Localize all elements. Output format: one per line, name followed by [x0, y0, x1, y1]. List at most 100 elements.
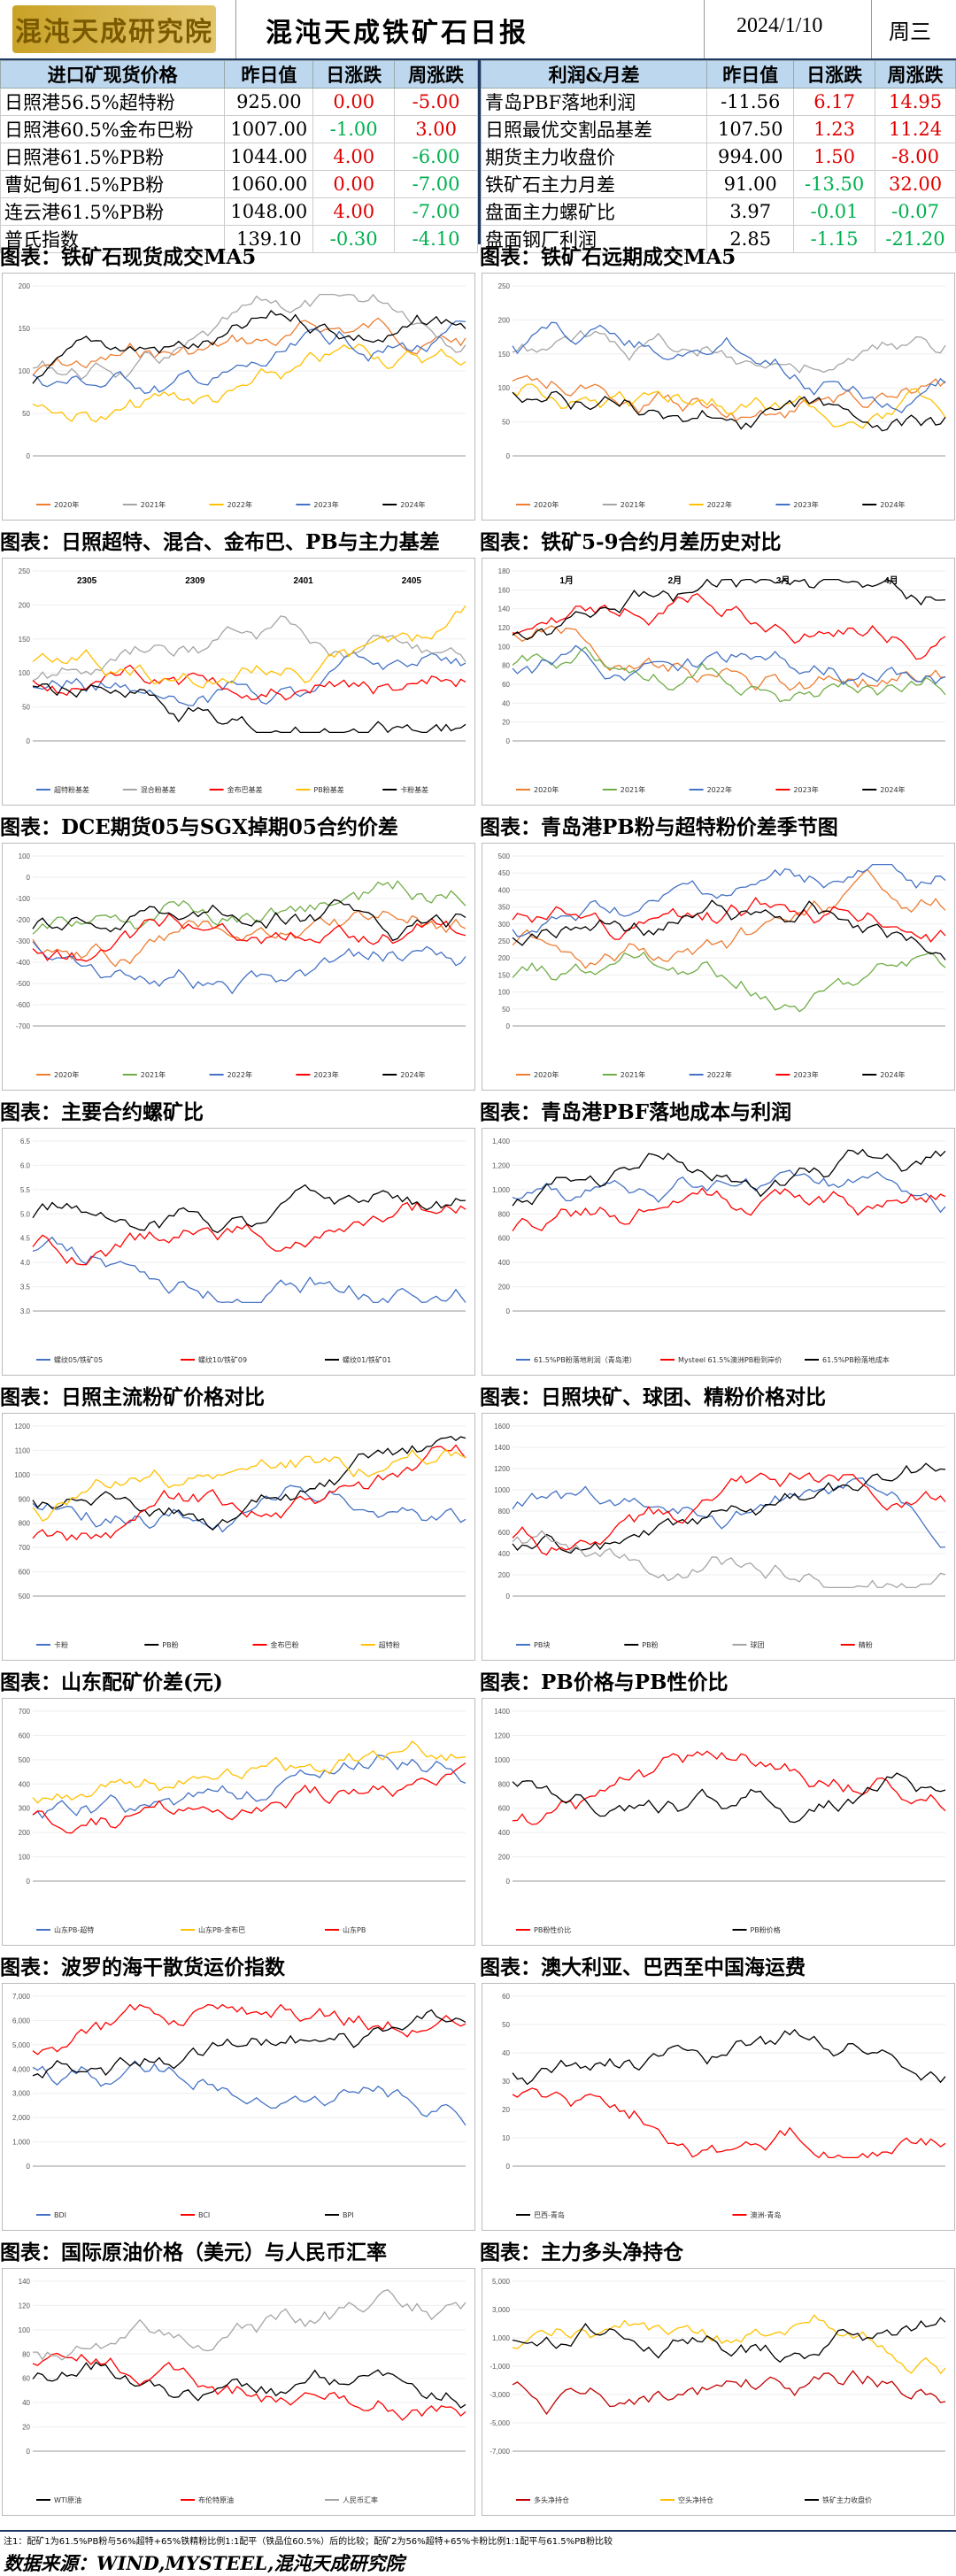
chart-annotation: 2405 [402, 576, 422, 586]
legend-label: 2021年 [621, 500, 645, 509]
y-tick-label: 5,000 [12, 2041, 31, 2049]
row-value: 1048.00 [224, 197, 314, 226]
legend-label: 2021年 [621, 1070, 645, 1079]
row-day-change: 1.50 [793, 143, 876, 171]
table-row: 盘面钢厂利润 2.85 -1.15 -21.20 [480, 225, 956, 253]
y-tick-label: 5.5 [20, 1186, 31, 1194]
chart-panel: 图表：山东配矿价差(元) 700 600 500 400 300 200 100 0 山东PB-超… [0, 1670, 476, 1947]
y-tick-label: 100 [498, 989, 511, 997]
y-tick-label: 4.0 [20, 1259, 31, 1267]
series-line [512, 644, 946, 685]
row-week-change: -0.07 [875, 197, 956, 226]
legend-label: BCI [198, 2211, 210, 2219]
chart-panel: 图表：国际原油价格（美元）与人民币汇率 140 120 100 80 60 40 20 0 WTI… [0, 2240, 476, 2518]
company-logo: 混沌天成研究院 [12, 5, 216, 53]
series-line [32, 2060, 466, 2126]
chart-title: 图表：日照主流粉矿价格对比 [0, 1385, 265, 1409]
legend-label: 布伦特原油 [198, 2495, 234, 2504]
y-tick-label: 200 [498, 316, 511, 324]
series-line [32, 1201, 466, 1266]
y-tick-label: 600 [498, 1529, 511, 1537]
legend-label: 2020年 [54, 1070, 79, 1079]
y-tick-label: 400 [19, 1780, 31, 1788]
legend-label: 空头净持仓 [678, 2495, 713, 2504]
y-tick-label: 0 [506, 1593, 511, 1600]
series-line [32, 2361, 466, 2409]
series-line [512, 2314, 946, 2375]
y-tick-label: 50 [22, 704, 30, 712]
y-tick-label: 0 [27, 1878, 31, 1886]
y-tick-label: 100 [498, 384, 511, 392]
table-header: 昨日值 [224, 60, 314, 89]
legend-label: 人民币汇率 [343, 2495, 378, 2504]
y-tick-label: 0 [506, 452, 511, 460]
y-tick-label: 250 [19, 567, 31, 575]
chart-title: 图表：铁矿5-9合约月差历史对比 [480, 530, 782, 554]
legend-label: 铁矿主力收盘价 [822, 2495, 872, 2504]
chart-svg: 6.5 6.0 5.5 5.0 4.5 4.0 3.5 3.0 螺纹05/铁矿05 螺纹10/铁矿… [20, 1138, 466, 1364]
logo-text: 混沌天成研究院 [15, 17, 213, 48]
row-name: 曹妃甸61.5%PB粉 [0, 170, 226, 198]
y-tick-label: 200 [19, 1829, 31, 1837]
series-line [32, 343, 466, 423]
y-tick-label: 7,000 [12, 1993, 31, 2001]
legend-label: PB粉 [642, 1640, 658, 1649]
row-week-change: 3.00 [394, 115, 478, 143]
y-tick-label: 100 [19, 1854, 31, 1862]
series-line [512, 1477, 946, 1548]
y-tick-label: -100 [16, 895, 31, 903]
legend-label: 2021年 [621, 785, 645, 794]
chart-title: 图表：DCE期货05与SGX掉期05合约价差 [0, 815, 398, 839]
chart-panel: 图表：PB价格与PB性价比 1400 1200 1000 800 600 400 200 0 PB… [480, 1670, 956, 1947]
table-header: 周涨跌 [394, 60, 478, 89]
y-tick-label: 5.0 [20, 1210, 31, 1218]
chart-svg: 1400 1200 1000 800 600 400 200 0 PB粉性价比 PB粉价格 [494, 1708, 946, 1934]
series-line [512, 2317, 946, 2364]
series-line [32, 293, 466, 381]
series-line [512, 383, 946, 429]
table-row: 普氏指数 139.10 -0.30 -4.10 [0, 225, 478, 253]
header-divider [235, 0, 236, 58]
series-line [512, 374, 946, 421]
legend-label: 61.5%PB粉落地成本 [822, 1355, 890, 1364]
y-tick-label: 2,000 [12, 2114, 31, 2122]
series-line [512, 329, 946, 374]
chart-area: 100 0 -100 -200 -300 -400 -500 -600 -700 2020年 202… [2, 843, 475, 1091]
legend-label: 2020年 [54, 500, 79, 509]
row-name: 日照最优交割品基差 [480, 115, 708, 143]
chart-annotation: 2月 [668, 575, 682, 586]
y-tick-label: 150 [498, 351, 511, 359]
y-tick-label: 50 [502, 419, 510, 427]
legend-label: 2022年 [707, 500, 732, 509]
legend-label: 精粉 [859, 1640, 873, 1649]
y-tick-label: 150 [19, 636, 31, 644]
y-tick-label: 700 [19, 1544, 31, 1552]
series-line [32, 1435, 466, 1531]
chart-svg: 60 50 40 30 20 10 0 巴西-青岛 澳洲-青岛 [502, 1993, 946, 2219]
chart-panel: 图表：澳大利亚、巴西至中国海运费 60 50 40 30 20 10 0 巴西-青岛 澳洲-青岛 [480, 1955, 956, 2233]
row-week-change: -8.00 [875, 143, 956, 171]
y-tick-label: 1400 [494, 1708, 510, 1716]
row-value: 1060.00 [224, 170, 314, 198]
y-tick-label: 500 [498, 852, 511, 860]
y-tick-label: 1,400 [492, 1138, 511, 1145]
legend-label: 混合粉基差 [141, 785, 176, 794]
table-header: 周涨跌 [875, 60, 956, 89]
y-tick-label: 4,000 [12, 2065, 31, 2073]
y-tick-label: 30 [502, 2078, 510, 2086]
row-week-change: -5.00 [394, 88, 478, 116]
legend-label: BPI [343, 2211, 354, 2219]
legend-label: 2023年 [313, 1070, 338, 1079]
chart-svg: 100 0 -100 -200 -300 -400 -500 -600 -700 2020年 202… [16, 852, 466, 1079]
y-tick-label: 1,000 [492, 2334, 511, 2342]
y-tick-label: -500 [16, 980, 31, 988]
row-day-change: 4.00 [312, 143, 396, 171]
series-line [32, 605, 466, 689]
legend-label: PB粉基差 [313, 785, 343, 794]
y-tick-label: 40 [22, 2399, 30, 2407]
series-line [32, 913, 466, 962]
y-tick-label: 60 [22, 2375, 30, 2383]
y-tick-label: 200 [498, 1284, 511, 1292]
report-header: 混沌天成研究院 混沌天成铁矿石日报 2024/1/10 周三 [0, 0, 956, 60]
